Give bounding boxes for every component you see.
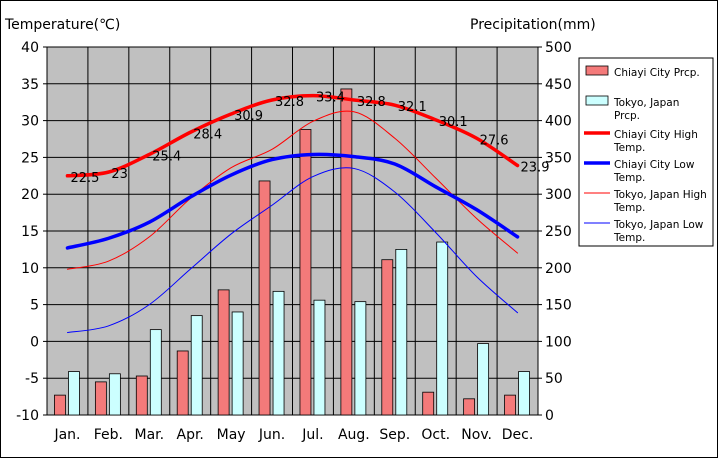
legend-label: Tokyo, Japan bbox=[613, 97, 679, 109]
right-tick-label: 400 bbox=[545, 114, 572, 130]
x-tick-label: Apr. bbox=[177, 427, 204, 443]
data-label: 30.1 bbox=[439, 115, 468, 130]
left-tick-label: 5 bbox=[30, 298, 39, 314]
grid-lines bbox=[47, 47, 538, 415]
left-tick-label: 30 bbox=[21, 114, 39, 130]
x-tick-label: Jan. bbox=[53, 427, 80, 443]
legend-label: Tokyo, Japan Low bbox=[613, 219, 704, 231]
data-label: 27.6 bbox=[480, 133, 509, 148]
bar-chiayi-prcp bbox=[94, 381, 107, 416]
x-tick-label: Oct. bbox=[421, 427, 450, 443]
bar-group bbox=[54, 88, 530, 416]
left-tick-label: -10 bbox=[16, 408, 39, 424]
data-label: 22.5 bbox=[70, 171, 99, 186]
bar-tokyo-prcp bbox=[231, 311, 244, 416]
x-tick-label: Aug. bbox=[338, 427, 370, 443]
left-tick-label: 10 bbox=[21, 261, 39, 277]
bar-chiayi-prcp bbox=[504, 394, 516, 416]
legend-label: Chiayi City Low bbox=[614, 159, 695, 171]
bar-chiayi-prcp bbox=[135, 375, 148, 416]
bar-tokyo-prcp bbox=[68, 371, 80, 416]
data-label: 33.4 bbox=[316, 91, 345, 106]
x-tick-label: Jul. bbox=[301, 427, 323, 443]
bar-tokyo-prcp bbox=[395, 248, 408, 416]
right-tick-label: 500 bbox=[545, 40, 572, 56]
right-tick-label: 150 bbox=[545, 298, 572, 314]
right-tick-label: 50 bbox=[545, 371, 563, 387]
legend-label: Temp. bbox=[613, 142, 645, 154]
data-label: 30.9 bbox=[234, 109, 263, 124]
left-axis-label: Temperature(℃) bbox=[4, 17, 120, 33]
x-tick-label: Sep. bbox=[379, 427, 410, 443]
right-tick-label: 0 bbox=[545, 408, 554, 424]
bar-chiayi-prcp bbox=[381, 259, 394, 416]
left-tick-label: 25 bbox=[21, 150, 39, 166]
bar-tokyo-prcp bbox=[518, 371, 530, 416]
bar-tokyo-prcp bbox=[436, 241, 449, 416]
right-tick-label: 450 bbox=[545, 77, 572, 93]
bar-chiayi-prcp bbox=[176, 350, 189, 416]
legend-label: Temp. bbox=[613, 232, 645, 244]
data-label: 23.9 bbox=[521, 160, 550, 175]
x-tick-label: May bbox=[217, 427, 246, 443]
bar-chiayi-prcp bbox=[54, 394, 66, 416]
right-tick-label: 300 bbox=[545, 187, 572, 203]
data-label: 32.8 bbox=[275, 95, 304, 110]
line-chiayi-high bbox=[65, 93, 520, 178]
line-tokyo-low bbox=[66, 167, 519, 334]
left-tick-label: 35 bbox=[21, 77, 39, 93]
data-label: 32.8 bbox=[357, 95, 386, 110]
right-axis-label: Precipitation(mm) bbox=[470, 17, 596, 33]
legend-swatch bbox=[585, 95, 609, 106]
x-tick-label: Nov. bbox=[461, 427, 492, 443]
bar-tokyo-prcp bbox=[190, 315, 203, 416]
data-label: 32.1 bbox=[398, 100, 427, 115]
line-tokyo-high bbox=[66, 110, 519, 270]
left-tick-label: 20 bbox=[21, 187, 39, 203]
legend-label: Temp. bbox=[613, 172, 645, 184]
bar-chiayi-prcp bbox=[463, 398, 476, 416]
bar-tokyo-prcp bbox=[108, 373, 121, 416]
legend-box bbox=[578, 57, 714, 247]
legend-label: Tokyo, Japan High bbox=[613, 189, 707, 201]
data-label-group: 22.5 23 25.4 28.4 30.9 32.8 33.4 32.8 32.1 30.1 27… bbox=[70, 91, 549, 186]
data-label: 23 bbox=[111, 167, 128, 182]
x-tick-label: Jun. bbox=[258, 427, 285, 443]
right-tick-label: 100 bbox=[545, 334, 572, 350]
bar-chiayi-prcp bbox=[340, 88, 353, 416]
right-tick-label: 350 bbox=[545, 150, 572, 166]
right-tick-label: 250 bbox=[545, 224, 572, 240]
legend-label: Temp. bbox=[613, 202, 645, 214]
data-label: 28.4 bbox=[193, 127, 222, 142]
legend-label: Prcp. bbox=[614, 110, 640, 122]
line-group bbox=[65, 93, 520, 334]
x-tick-label: Feb. bbox=[94, 427, 123, 443]
x-tick-label: Mar. bbox=[134, 427, 164, 443]
left-tick-label: -5 bbox=[25, 371, 39, 387]
right-tick-label: 200 bbox=[545, 261, 572, 277]
bar-tokyo-prcp bbox=[272, 290, 285, 416]
legend-swatch bbox=[585, 65, 609, 76]
bar-tokyo-prcp bbox=[354, 301, 367, 416]
bar-chiayi-prcp bbox=[422, 391, 435, 416]
bar-chiayi-prcp bbox=[217, 289, 230, 416]
bar-chiayi-prcp bbox=[258, 180, 271, 416]
legend-label: Chiayi City Prcp. bbox=[614, 67, 700, 79]
line-chiayi-low bbox=[65, 152, 520, 250]
bar-tokyo-prcp bbox=[313, 299, 326, 416]
data-label: 25.4 bbox=[152, 149, 181, 164]
left-tick-label: 0 bbox=[30, 334, 39, 350]
bar-tokyo-prcp bbox=[477, 343, 490, 416]
x-tick-label: Dec. bbox=[502, 427, 534, 443]
legend-label: Chiayi City High bbox=[614, 129, 698, 141]
bar-tokyo-prcp bbox=[149, 329, 162, 416]
left-tick-label: 15 bbox=[21, 224, 39, 240]
left-tick-label: 40 bbox=[21, 40, 39, 56]
axis-group: 4035302520151050-5-105004504003503002502… bbox=[16, 40, 572, 443]
bar-chiayi-prcp bbox=[299, 129, 312, 416]
